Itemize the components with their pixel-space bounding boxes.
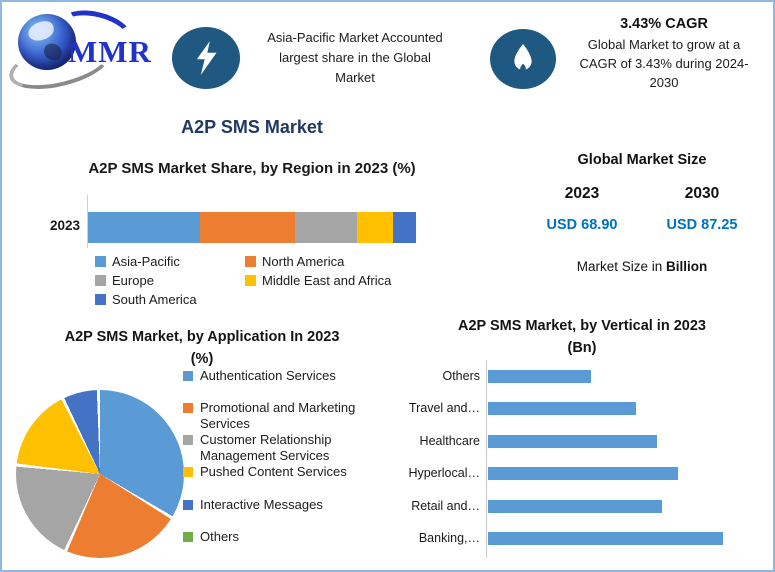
- legend-label: Europe: [112, 273, 154, 288]
- legend-label: Promotional and Marketing Services: [200, 400, 356, 431]
- legend-swatch-icon: [95, 256, 106, 267]
- legend-label: Pushed Content Services: [200, 464, 347, 479]
- highlight-callout-asia-pacific: Asia-Pacific Market Accounted largest sh…: [248, 28, 462, 88]
- market-size-values: USD 68.90 USD 87.25: [522, 217, 762, 233]
- vertical-bar-healthcare: [488, 435, 657, 448]
- region-legend-item-north-america: North America: [245, 254, 431, 269]
- region-segment-middle-east-and-africa: [356, 212, 394, 243]
- legend-label: Middle East and Africa: [262, 273, 392, 288]
- legend-swatch-icon: [183, 435, 193, 445]
- region-chart-title: A2P SMS Market Share, by Region in 2023 …: [88, 160, 416, 177]
- region-chart-axis-line: [87, 195, 88, 248]
- application-chart-legend: Authentication Services Promotional and M…: [183, 366, 383, 562]
- region-stacked-bar: [88, 212, 416, 243]
- vertical-bar-banking: [488, 532, 723, 545]
- legend-label: Asia-Pacific: [112, 254, 180, 269]
- vertical-category-label-healthcare: Healthcare: [419, 434, 480, 448]
- market-size-heading: Global Market Size: [577, 152, 707, 168]
- application-legend-item-others: Others: [183, 529, 383, 545]
- globe-icon: [18, 14, 76, 70]
- application-legend-item-authentication-services: Authentication Services: [183, 368, 383, 384]
- flame-icon: [514, 44, 532, 72]
- callout2-line3: 2030: [649, 75, 679, 90]
- vertical-category-label-travel-and: Travel and…: [408, 401, 480, 415]
- legend-label: North America: [262, 254, 345, 269]
- vertical-category-label-hyperlocal: Hyperlocal…: [408, 466, 480, 480]
- region-segment-asia-pacific: [88, 212, 200, 243]
- application-legend-item-promotional-and-marketing-services: Promotional and Marketing Services: [183, 400, 383, 432]
- market-size-year-2030: 2030: [684, 185, 720, 202]
- mmr-logo: MMR: [4, 3, 168, 98]
- vertical-category-label-retail-and: Retail and…: [411, 499, 480, 513]
- callout1-line1: Asia-Pacific Market Accounted: [267, 30, 443, 45]
- market-size-value-2023: USD 68.90: [546, 217, 618, 233]
- region-segment-europe: [294, 212, 357, 243]
- legend-swatch-icon: [183, 532, 193, 542]
- legend-swatch-icon: [183, 467, 193, 477]
- region-segment-south-america: [393, 212, 416, 243]
- legend-label: Others: [200, 529, 240, 544]
- market-size-year-2023: 2023: [564, 185, 600, 202]
- vertical-bar-chart: Others Travel and… Healthcare Hyperlocal… Re…: [402, 358, 770, 562]
- vertical-bar-others: [488, 370, 591, 383]
- application-pie-chart: [16, 390, 184, 558]
- region-legend-item-middle-east-and-africa: Middle East and Africa: [245, 273, 431, 288]
- region-segment-north-america: [199, 212, 295, 243]
- legend-label: South America: [112, 292, 197, 307]
- legend-swatch-icon: [95, 294, 106, 305]
- vertical-bar-travel-and: [488, 402, 636, 415]
- vertical-category-label-banking: Banking,…: [418, 531, 480, 545]
- vertical-chart-title: A2P SMS Market, by Vertical in 2023 (Bn): [458, 318, 706, 356]
- region-chart-year-label: 2023: [49, 218, 80, 233]
- legend-swatch-icon: [245, 256, 256, 267]
- lightning-badge: [172, 27, 240, 89]
- region-legend-item-europe: Europe: [95, 273, 245, 288]
- legend-swatch-icon: [183, 371, 193, 381]
- vertical-chart-axis-line: [486, 360, 487, 558]
- vertical-category-label-others: Others: [442, 369, 480, 383]
- legend-swatch-icon: [245, 275, 256, 286]
- application-legend-item-customer-relationship-management-services: Customer Relationship Management Service…: [183, 432, 383, 464]
- region-legend-item-asia-pacific: Asia-Pacific: [95, 254, 245, 269]
- vertical-bar-retail-and: [488, 500, 662, 513]
- callout1-line3: Market: [335, 70, 375, 85]
- callout2-line1: Global Market to grow at a: [587, 37, 741, 52]
- legend-label: Authentication Services: [200, 368, 336, 383]
- application-chart-title: A2P SMS Market, by Application In 2023 (…: [64, 329, 340, 367]
- cagr-callout: 3.43% CAGR Global Market to grow at a CA…: [560, 16, 768, 92]
- callout2-line2: CAGR of 3.43% during 2024-: [579, 56, 749, 71]
- vertical-bar-hyperlocal: [488, 467, 678, 480]
- market-size-note: Market Size in Billion: [576, 259, 708, 274]
- lightning-bolt-icon: [196, 41, 217, 75]
- market-size-years: 2023 2030: [522, 185, 762, 203]
- cagr-value: 3.43% CAGR: [620, 16, 708, 32]
- logo-text: MMR: [68, 34, 152, 69]
- market-size-value-2030: USD 87.25: [666, 217, 738, 233]
- page-title: A2P SMS Market: [181, 117, 323, 137]
- market-size-note-unit: Billion: [666, 259, 708, 274]
- application-legend-item-pushed-content-services: Pushed Content Services: [183, 464, 383, 480]
- legend-label: Interactive Messages: [200, 497, 323, 512]
- region-chart-legend: Asia-Pacific North America Europe Middle Ea…: [95, 254, 431, 307]
- legend-swatch-icon: [95, 275, 106, 286]
- legend-swatch-icon: [183, 500, 193, 510]
- legend-label: Customer Relationship Management Service…: [200, 432, 332, 463]
- callout1-line2: largest share in the Global: [279, 50, 431, 65]
- legend-swatch-icon: [183, 403, 193, 413]
- application-legend-item-interactive-messages: Interactive Messages: [183, 497, 383, 513]
- flame-badge: [490, 29, 556, 89]
- region-legend-item-south-america: South America: [95, 292, 245, 307]
